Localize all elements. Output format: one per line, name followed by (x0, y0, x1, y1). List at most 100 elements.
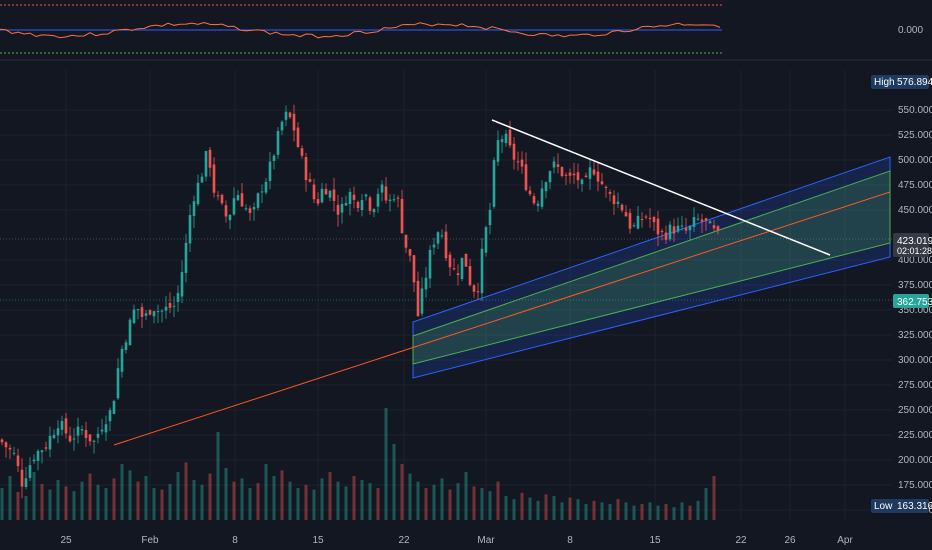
candle-down (472, 285, 476, 292)
volume-bar (176, 472, 180, 520)
candle-up (616, 201, 620, 204)
candle-down (612, 195, 616, 205)
volume-bar (496, 481, 500, 520)
time-tick-label: 22 (398, 535, 410, 546)
candle-down (300, 148, 304, 156)
price-tick-label: 300.000 (898, 355, 932, 366)
price-tick-label: 525.000 (898, 130, 932, 141)
candle-up (688, 226, 692, 231)
volume-bar (488, 491, 492, 520)
candle-down (448, 254, 452, 268)
candle-up (104, 424, 108, 433)
candle-down (368, 197, 372, 211)
candle-up (364, 194, 368, 197)
candle-up (192, 201, 196, 217)
candle-up (544, 182, 548, 192)
candle-up (692, 217, 696, 227)
volume-bar (616, 499, 620, 520)
candle-down (248, 208, 252, 213)
time-axis[interactable]: 25 Feb 8 15 22 Mar 8 15 22 26 Apr (60, 535, 853, 546)
volume-bar (352, 476, 356, 520)
candle-up (116, 368, 120, 399)
candle-down (476, 291, 480, 293)
volume-bar (136, 481, 140, 520)
candle-down (700, 219, 704, 222)
candle-down (520, 159, 524, 167)
price-tick-label: 400.000 (898, 255, 932, 266)
candle-up (436, 232, 440, 244)
candle-down (456, 273, 460, 276)
candle-down (716, 226, 720, 231)
candle-down (288, 112, 292, 118)
time-tick-label: 8 (232, 535, 238, 546)
candle-up (488, 209, 492, 226)
candle-down (452, 268, 456, 270)
time-tick-label: 26 (784, 535, 796, 546)
marked-level-badge: 362.753 (893, 294, 932, 308)
candle-up (24, 478, 28, 487)
volume-bar (640, 504, 644, 520)
volume-bar (344, 486, 348, 520)
current-price-badge: 423.019 02:01:28 (893, 233, 932, 257)
time-tick-label: Mar (477, 535, 495, 546)
candle-down (396, 197, 400, 199)
candle-up (668, 224, 672, 240)
candle-down (664, 232, 668, 240)
volume-bar (400, 464, 404, 520)
candle-up (328, 190, 332, 198)
volume-bar (40, 484, 44, 520)
candle-up (484, 227, 488, 253)
candle-down (356, 201, 360, 209)
candle-up (676, 225, 680, 232)
candle-down (596, 171, 600, 182)
oscillator-line (0, 21, 721, 39)
volume-bar (440, 478, 444, 520)
volume-bar (160, 489, 164, 520)
candle-down (212, 164, 216, 193)
candle-up (580, 179, 584, 185)
volume-bar (56, 480, 60, 520)
candle-up (60, 420, 64, 430)
descending-trendline[interactable] (491, 119, 831, 256)
candle-down (140, 307, 144, 317)
price-tick-label: 500.000 (898, 155, 932, 166)
price-tick-label: 175.000 (898, 480, 932, 491)
price-axis[interactable]: 550.000 525.000 500.000 475.000 450.000 400.0… (898, 105, 932, 516)
price-tick-label: 375.000 (898, 280, 932, 291)
candle-up (420, 288, 424, 314)
volume-bar (104, 488, 108, 520)
volume-bar (88, 473, 92, 520)
candle-down (220, 194, 224, 204)
candle-down (660, 230, 664, 232)
candle-up (588, 167, 592, 179)
candle-up (232, 198, 236, 215)
candle-up (108, 410, 112, 422)
time-tick-label: 15 (649, 535, 661, 546)
candle-down (84, 430, 88, 438)
volume-bar (208, 473, 212, 520)
candle-up (204, 151, 208, 177)
volume-bar (312, 489, 316, 520)
candle-down (556, 164, 560, 167)
candle-up (244, 208, 248, 210)
volume-bar (384, 408, 388, 520)
volume-bar (144, 476, 148, 520)
candle-down (620, 204, 624, 211)
volume-bar (320, 478, 324, 520)
candle-up (36, 451, 40, 461)
high-badge-label: High (874, 77, 895, 88)
candle-up (144, 313, 148, 316)
volume-bar (672, 507, 676, 520)
candle-up (376, 193, 380, 207)
candle-down (352, 194, 356, 200)
volume-bar (416, 481, 420, 520)
volume-bar (200, 484, 204, 520)
price-tick-label: 200.000 (898, 455, 932, 466)
candle-down (324, 188, 328, 195)
volume-bar (680, 502, 684, 520)
volume-bar (424, 488, 428, 520)
candle-down (44, 447, 48, 449)
volume-bar (120, 464, 124, 520)
candle-down (712, 225, 716, 229)
